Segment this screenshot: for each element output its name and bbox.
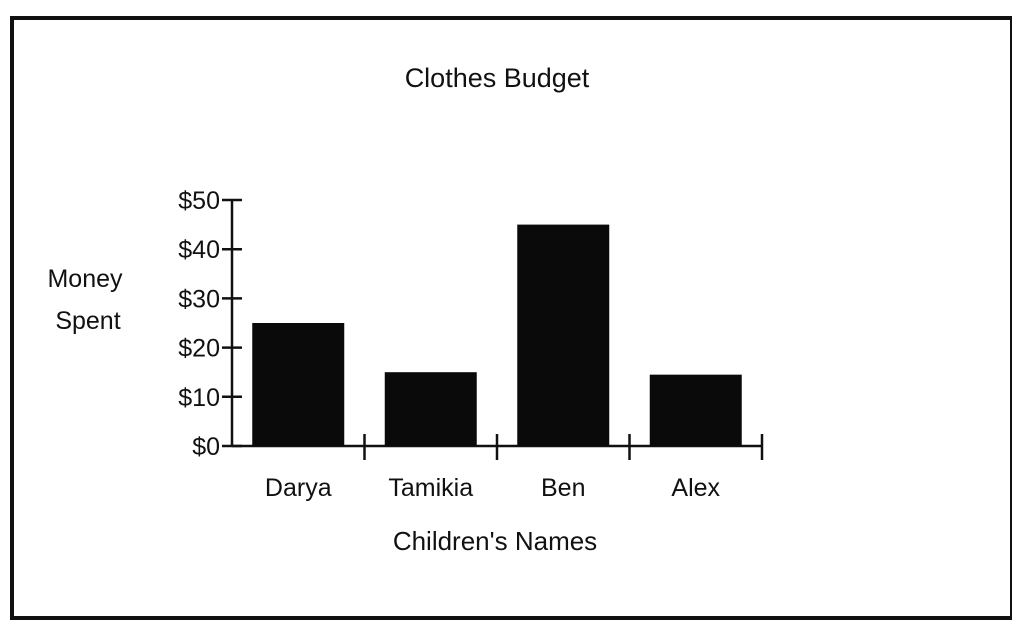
bar-darya: [252, 323, 345, 446]
x-tick-label: Darya: [265, 474, 332, 502]
y-tick-label: $50: [178, 187, 220, 215]
x-tick-label: Ben: [541, 474, 585, 502]
bar-alex: [649, 374, 742, 446]
y-tick-label: $30: [178, 285, 220, 313]
y-tick-label: $10: [178, 384, 220, 412]
x-axis-label: Children's Names: [393, 526, 597, 556]
x-tick-label: Alex: [671, 474, 720, 502]
y-axis-label-line-1: Money: [47, 265, 123, 293]
y-tick-label: $20: [178, 335, 220, 363]
y-tick-label: $0: [192, 433, 220, 461]
chart-frame: [10, 16, 1012, 620]
y-axis-label-line-2: Spent: [55, 307, 120, 335]
chart-title: Clothes Budget: [405, 63, 590, 93]
bar-ben: [517, 224, 610, 446]
bar-tamikia: [384, 372, 477, 446]
y-tick-label: $40: [178, 236, 220, 264]
x-tick-label: Tamikia: [388, 474, 473, 502]
